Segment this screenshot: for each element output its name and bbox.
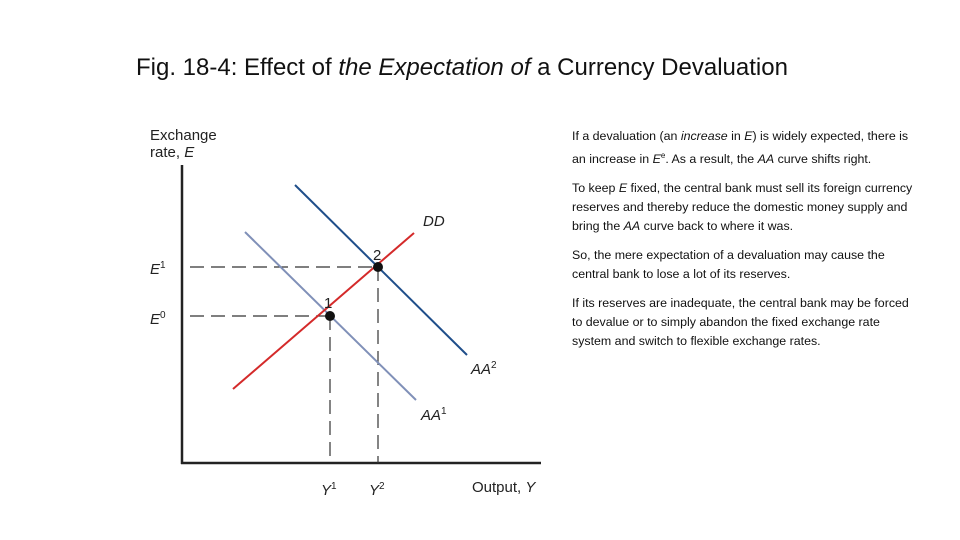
slide-title: Fig. 18-4: Effect of the Expectation of … <box>136 54 788 82</box>
aa2-label: AA2 <box>470 360 497 378</box>
explanation: If a devaluation (an increase in E) is w… <box>572 127 922 361</box>
text: E <box>652 152 661 167</box>
e1-label: E1 <box>150 260 166 278</box>
label-text: E <box>150 311 161 328</box>
text: E <box>744 129 753 143</box>
text: curve back to where it was. <box>640 219 794 234</box>
text: e <box>660 151 666 160</box>
label-text: Output, <box>472 479 525 496</box>
label-text: E <box>150 261 161 278</box>
title-text: Fig. 18-4: Effect of <box>136 54 339 81</box>
y2-label: Y2 <box>369 481 385 499</box>
label-text: Y <box>321 482 332 499</box>
text: AA <box>757 152 775 167</box>
paragraph: To keep E fixed, the central bank must s… <box>572 179 922 236</box>
label-text: AA <box>470 361 491 378</box>
text: AA <box>623 219 641 234</box>
paragraph: If a devaluation (an increase in E) is w… <box>572 127 922 169</box>
equilibrium-point <box>325 311 335 321</box>
text: If its reserves are inadequate, the cent… <box>572 296 909 349</box>
dd-label: DD <box>423 213 445 230</box>
label-sup: 1 <box>331 481 337 492</box>
text: So, the mere expectation of a devaluatio… <box>572 248 885 282</box>
y1-label: Y1 <box>321 481 337 499</box>
title-text: a Currency Devaluation <box>530 54 788 81</box>
text: curve shifts right. <box>774 152 872 167</box>
label-text: rate, <box>150 144 184 161</box>
text: fixed, the central bank must sell its fo… <box>572 181 913 234</box>
text: ) is widely expected, there is an increa… <box>572 129 909 167</box>
x-axis-label: Output, Y <box>472 479 536 496</box>
y-axis-label: Exchange <box>150 127 217 144</box>
text: . As a result, the <box>665 152 758 167</box>
label-sup: 1 <box>160 260 166 271</box>
title-text: the Expectation of <box>338 54 531 81</box>
label-text: Y <box>525 479 536 496</box>
paragraph: So, the mere expectation of a devaluatio… <box>572 246 922 284</box>
label-text: AA <box>420 407 441 424</box>
text: increase <box>680 129 728 143</box>
text: If a devaluation (an <box>572 129 681 143</box>
text: To keep <box>572 181 619 196</box>
point-label: 1 <box>324 295 332 312</box>
e0-label: E0 <box>150 310 166 328</box>
point-label: 2 <box>373 247 381 264</box>
label-sup: 1 <box>441 406 447 417</box>
text: in <box>727 129 745 143</box>
label-sup: 2 <box>379 481 385 492</box>
label-text: E <box>184 144 195 161</box>
label-sup: 0 <box>160 310 166 321</box>
text: E <box>618 181 628 196</box>
y-axis-label: rate, E <box>150 144 195 161</box>
label-sup: 2 <box>491 360 497 371</box>
label-text: Y <box>369 482 380 499</box>
equilibrium-point <box>373 262 383 272</box>
dd-curve <box>232 232 415 390</box>
aa1-label: AA1 <box>420 406 447 424</box>
paragraph: If its reserves are inadequate, the cent… <box>572 294 922 351</box>
